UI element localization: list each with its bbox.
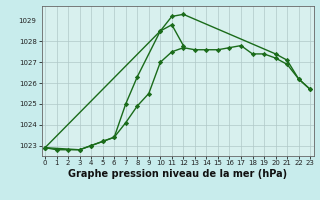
X-axis label: Graphe pression niveau de la mer (hPa): Graphe pression niveau de la mer (hPa) <box>68 169 287 179</box>
Text: 1029: 1029 <box>18 18 36 24</box>
